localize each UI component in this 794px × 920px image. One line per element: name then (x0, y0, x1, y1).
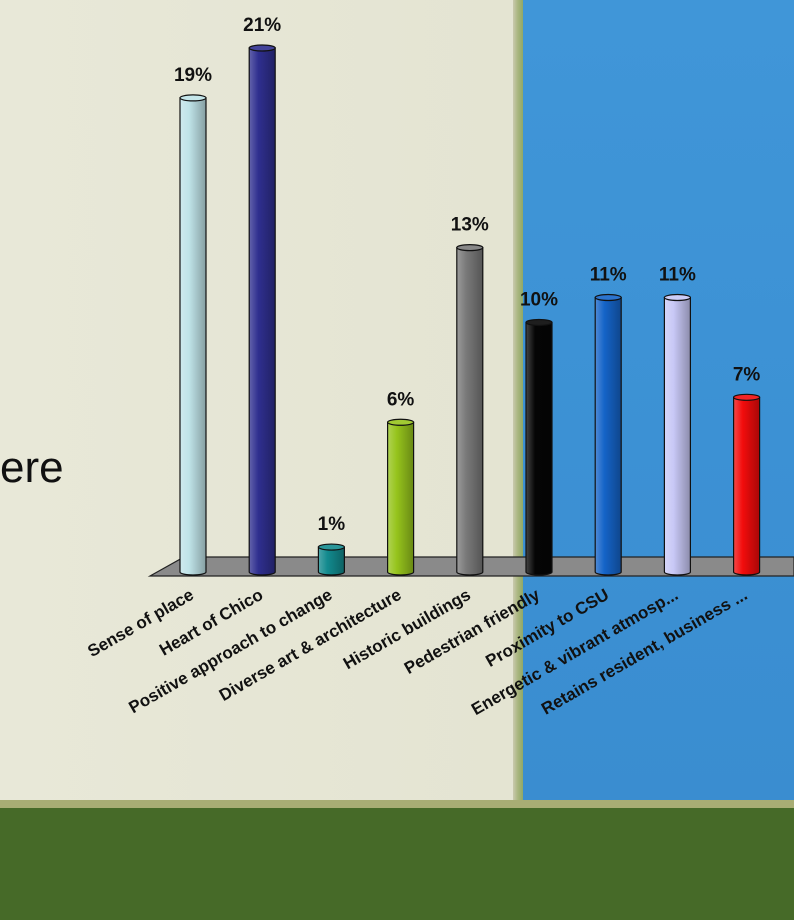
value-label: 1% (318, 514, 346, 535)
bar-top (663, 293, 692, 302)
bar-body (248, 47, 276, 576)
bar (732, 393, 761, 576)
bar (525, 318, 553, 576)
bar-top (179, 94, 207, 102)
bar (387, 418, 415, 576)
bar-body (663, 296, 691, 576)
bar (663, 293, 692, 576)
bar-top (387, 418, 415, 426)
bar-body (733, 396, 761, 576)
bar (248, 44, 276, 576)
bar (456, 244, 484, 576)
value-label: 6% (387, 389, 415, 410)
value-label: 11% (659, 265, 696, 286)
bar-body (387, 421, 415, 576)
bar-top (594, 293, 622, 302)
bottom-band-edge (0, 800, 794, 808)
value-label: 10% (520, 289, 558, 310)
bar-top (525, 318, 553, 327)
value-label: 19% (174, 65, 212, 86)
bar-body (525, 321, 553, 576)
value-label: 11% (590, 265, 627, 286)
clipped-body-text: ere (0, 443, 64, 492)
bar-top (732, 393, 761, 401)
bar (594, 293, 622, 576)
value-label: 13% (451, 215, 489, 236)
bar-top (248, 44, 276, 52)
panel-divider (513, 0, 523, 800)
bottom-band (0, 808, 794, 920)
value-label: 21% (243, 15, 281, 36)
bar-top (456, 244, 484, 252)
bar-body (456, 247, 484, 576)
bar (179, 94, 207, 576)
bar-body (317, 546, 345, 576)
bar (317, 543, 345, 576)
bar-top (317, 543, 345, 551)
bar-body (594, 296, 622, 576)
value-label: 7% (733, 364, 761, 385)
bar-body (179, 97, 207, 576)
